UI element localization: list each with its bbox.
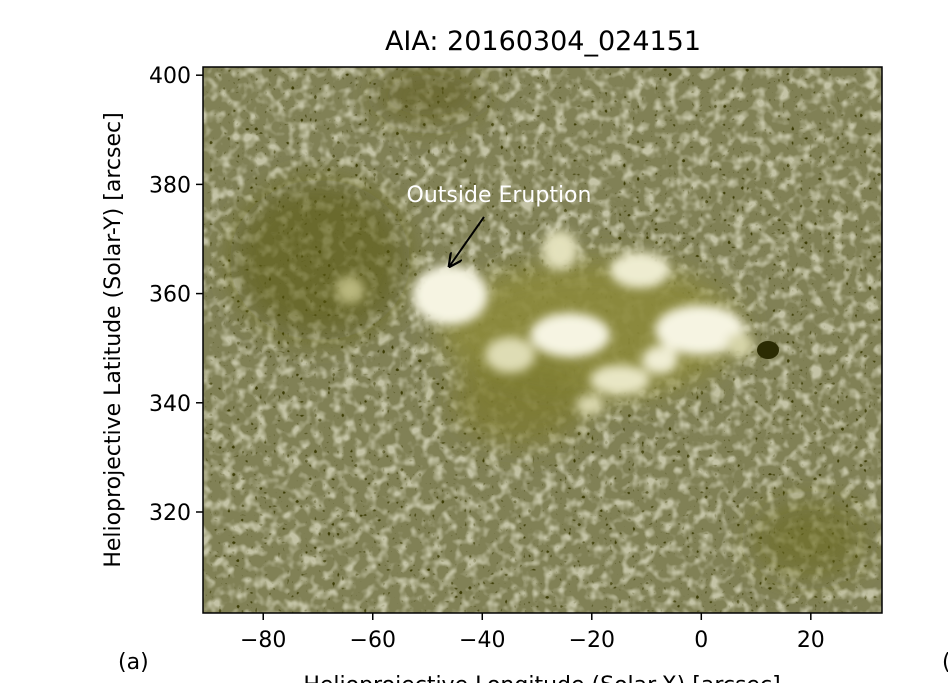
y-tick-label: 380 — [149, 173, 191, 198]
plot-frame — [202, 66, 883, 614]
x-tick-label: −60 — [350, 628, 396, 653]
y-tick-label: 360 — [149, 283, 191, 308]
x-axis-label: Helioprojective Longitude (Solar-X) [arc… — [303, 673, 780, 683]
y-tick-label: 320 — [149, 501, 191, 526]
y-tick-label: 400 — [149, 64, 191, 89]
x-tick-label: −40 — [459, 628, 505, 653]
y-tick-label: 340 — [149, 392, 191, 417]
panel-label: (a) — [118, 650, 149, 675]
x-tick-label: −20 — [569, 628, 615, 653]
annotation-arrow — [449, 216, 485, 266]
annotation-label: Outside Eruption — [407, 183, 592, 208]
bright-kernels — [336, 230, 754, 415]
x-tick-label: 20 — [797, 628, 825, 653]
y-axis-label: Helioprojective Latitude (Solar-Y) [arcs… — [101, 112, 126, 567]
x-tick-label: −80 — [240, 628, 286, 653]
y-axis: 320 340 360 380 400 — [149, 64, 203, 526]
figure-title: AIA: 20160304_024151 — [385, 26, 701, 57]
dark-spot — [757, 341, 779, 359]
x-axis: −80 −60 −40 −20 0 20 — [240, 613, 825, 653]
solar-image — [203, 67, 882, 613]
x-tick-label: 0 — [694, 628, 708, 653]
edge-glyph: ( — [942, 650, 948, 675]
